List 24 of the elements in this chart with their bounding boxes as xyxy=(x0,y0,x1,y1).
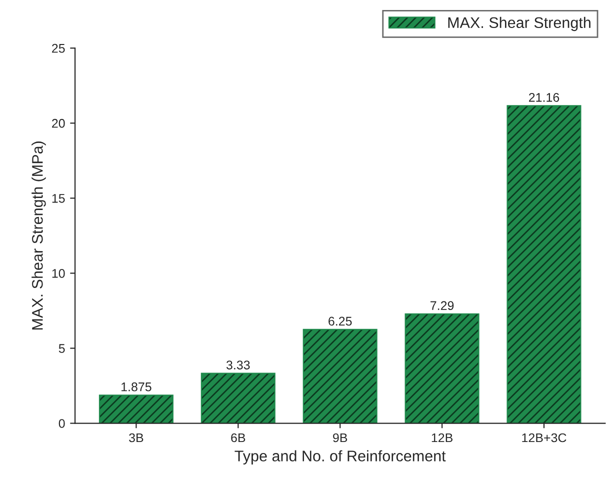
y-tick-label: 25 xyxy=(52,44,65,53)
bar xyxy=(200,372,276,424)
y-tick-label: 0 xyxy=(58,419,65,428)
bar xyxy=(404,313,480,424)
data-label: 21.16 xyxy=(528,93,560,102)
bar xyxy=(506,105,582,424)
x-axis-title: Type and No. of Reinforcement xyxy=(234,450,446,464)
y-tick-label: 20 xyxy=(52,118,65,128)
y-tick-label: 5 xyxy=(58,344,65,353)
x-tick-label: 12B+3C xyxy=(522,433,566,442)
data-label: 3.33 xyxy=(226,360,250,370)
legend-label: MAX. Shear Strength xyxy=(448,16,590,32)
x-tick-label: 3B xyxy=(129,433,144,442)
x-tick-label: 9B xyxy=(333,433,348,442)
y-tick-label: 15 xyxy=(52,194,65,203)
x-tick-label: 12B xyxy=(432,433,453,442)
data-label: 7.29 xyxy=(430,301,454,310)
bar xyxy=(98,394,174,424)
x-tick-label: 6B xyxy=(231,433,246,442)
data-label: 6.25 xyxy=(328,316,352,326)
y-axis-title: MAX. Shear Strength (MPa) xyxy=(32,142,46,330)
data-label: 1.875 xyxy=(122,382,152,392)
bar xyxy=(302,328,378,424)
y-tick-label: 10 xyxy=(52,269,65,278)
